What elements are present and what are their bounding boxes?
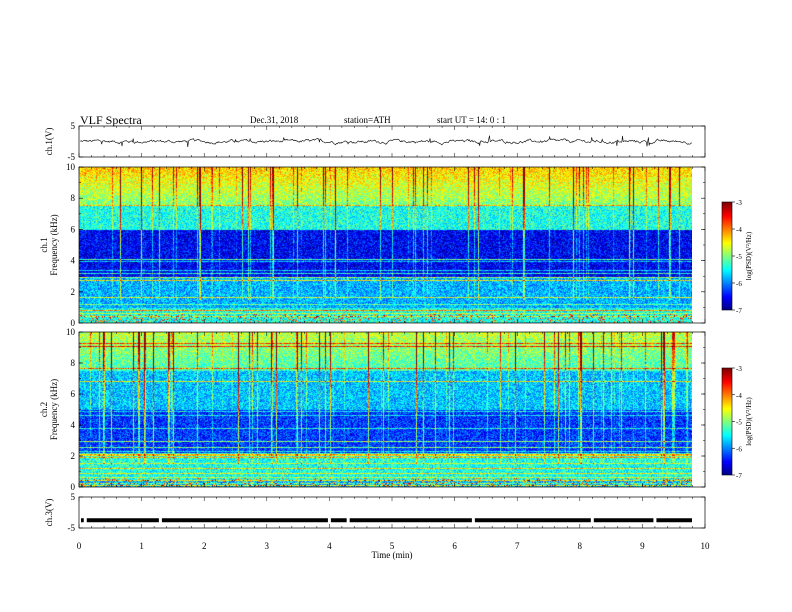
colorbar-tick-label: -4 <box>736 392 742 400</box>
ch1-waveform-line <box>79 135 692 148</box>
x-tick-label: 10 <box>701 541 711 551</box>
y-tick-label: -5 <box>68 152 76 162</box>
ch3-signal-ylabel: ch.3(V) <box>44 499 54 527</box>
colorbar-tick-label: -5 <box>736 419 742 427</box>
colorbar-tick-label: -7 <box>736 307 742 315</box>
ch3-signal-gap <box>158 517 162 524</box>
y-tick-label: 2 <box>71 287 76 297</box>
colorbar-tick-label: -6 <box>736 280 742 288</box>
ch3-signal-band <box>81 518 692 523</box>
ch1-waveform-ylabel: ch.1(V) <box>44 128 54 156</box>
x-axis-label: Time (min) <box>372 550 413 560</box>
ch3-signal-gap <box>327 517 331 524</box>
colorbar-tick-label: -7 <box>736 472 742 480</box>
station-label: station=ATH <box>344 115 391 125</box>
x-tick-label: 9 <box>640 541 645 551</box>
y-tick-label: -5 <box>68 523 76 533</box>
y-tick-label: 6 <box>71 224 76 234</box>
x-tick-label: 5 <box>390 541 395 551</box>
ch3-signal-gap <box>83 517 87 524</box>
ch2-spectrogram-ylabel: ch.2 <box>39 402 49 417</box>
ch1-spectrogram-ylabel: ch.1 <box>39 237 49 252</box>
y-tick-label: 10 <box>66 162 76 172</box>
ch2-spectrogram-ylabel: Frequency (kHz) <box>49 379 59 440</box>
colorbar-tick-label: -3 <box>736 365 742 373</box>
ch3-signal-gap <box>346 517 350 524</box>
ch1-waveform-frame <box>78 125 706 158</box>
colorbar-tick-label: -4 <box>736 226 742 234</box>
x-tick-label: 1 <box>139 541 144 551</box>
y-tick-label: 4 <box>71 256 76 266</box>
y-tick-label: 2 <box>71 451 76 461</box>
x-tick-label: 0 <box>77 541 82 551</box>
y-tick-label: 8 <box>71 193 76 203</box>
y-tick-label: 5 <box>71 492 76 502</box>
ch1-spectrogram-ylabel: Frequency (kHz) <box>49 214 59 275</box>
start-time-label: start UT = 14: 0 : 1 <box>437 115 506 125</box>
ch3-signal-gap <box>653 517 657 524</box>
colorbar-tick-label: -6 <box>736 445 742 453</box>
figure-title: VLF Spectra <box>80 113 142 127</box>
y-tick-label: 5 <box>71 121 76 131</box>
colorbar-2 <box>722 368 732 475</box>
colorbar-tick-label: -3 <box>736 199 742 207</box>
x-tick-label: 7 <box>515 541 520 551</box>
ch3-signal-gap <box>471 517 475 524</box>
colorbar-label: log(PSD)(V²/Hz) <box>745 397 753 446</box>
colorbar-tick-label: -5 <box>736 253 742 261</box>
y-tick-label: 0 <box>71 482 76 492</box>
x-tick-label: 3 <box>265 541 270 551</box>
y-tick-label: 8 <box>71 358 76 368</box>
colorbar-1 <box>722 202 732 310</box>
date-label: Dec.31, 2018 <box>250 115 299 125</box>
x-tick-label: 6 <box>452 541 457 551</box>
y-tick-label: 4 <box>71 420 76 430</box>
x-tick-label: 2 <box>202 541 207 551</box>
ch2-spectrogram-image <box>79 332 692 487</box>
colorbar-label: log(PSD)(V²/Hz) <box>745 231 753 280</box>
y-tick-label: 6 <box>71 389 76 399</box>
ch3-signal-gap <box>590 517 594 524</box>
x-tick-label: 4 <box>327 541 332 551</box>
ch1-spectrogram-image <box>79 167 692 323</box>
x-tick-label: 8 <box>578 541 583 551</box>
y-tick-label: 10 <box>66 327 76 337</box>
ch3-signal-frame <box>78 496 706 529</box>
y-tick-label: 0 <box>71 318 76 328</box>
